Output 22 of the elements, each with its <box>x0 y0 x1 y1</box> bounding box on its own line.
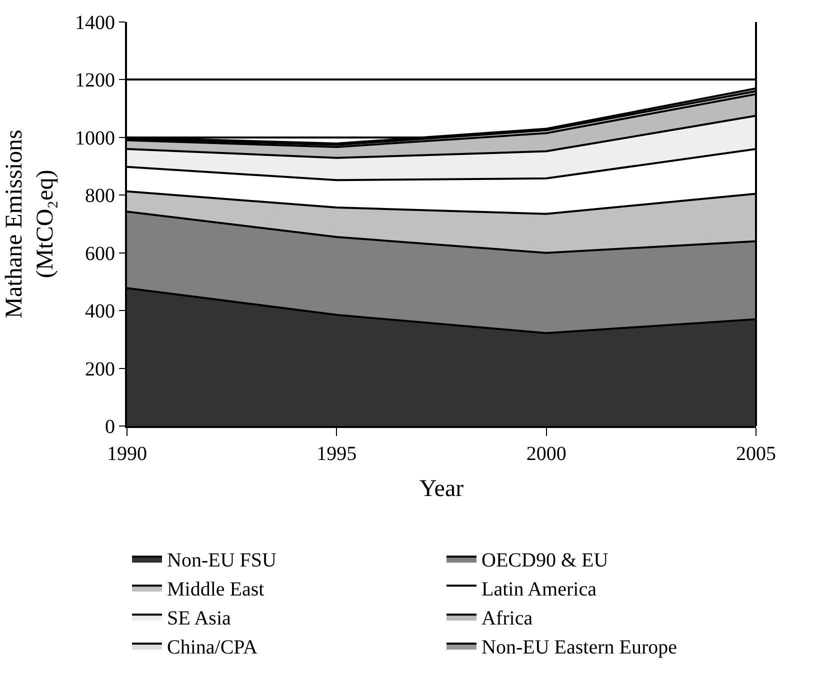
legend-label: Latin America <box>482 578 597 600</box>
legend-label: Africa <box>482 607 533 630</box>
y-tick-label: 200 <box>85 358 115 380</box>
y-tick-label: 800 <box>85 185 115 208</box>
legend-label: Non-EU FSU <box>167 549 278 572</box>
y-tick-label: 600 <box>85 242 115 265</box>
x-tick-label: 1995 <box>316 443 357 465</box>
legend-label: Middle East <box>167 578 265 600</box>
y-tick-label: 1400 <box>75 12 115 34</box>
legend-label: OECD90 & EU <box>482 549 609 572</box>
y-tick-label: 0 <box>105 416 115 438</box>
legend-label: Non-EU Eastern Europe <box>482 636 678 658</box>
y-tick-label: 400 <box>85 300 115 323</box>
x-tick-label: 1990 <box>107 443 147 465</box>
legend-label: SE Asia <box>167 607 232 630</box>
y-axis-title: Mathane Emissions (MtCO₂eq) <box>1 130 59 318</box>
y-tick-label: 1200 <box>75 70 115 92</box>
x-tick-label: 2000 <box>526 443 566 465</box>
x-axis-title: Year <box>419 476 464 502</box>
legend-label: China/CPA <box>167 636 258 658</box>
y-tick-label: 1000 <box>75 127 115 150</box>
x-tick-label: 2005 <box>736 443 776 465</box>
